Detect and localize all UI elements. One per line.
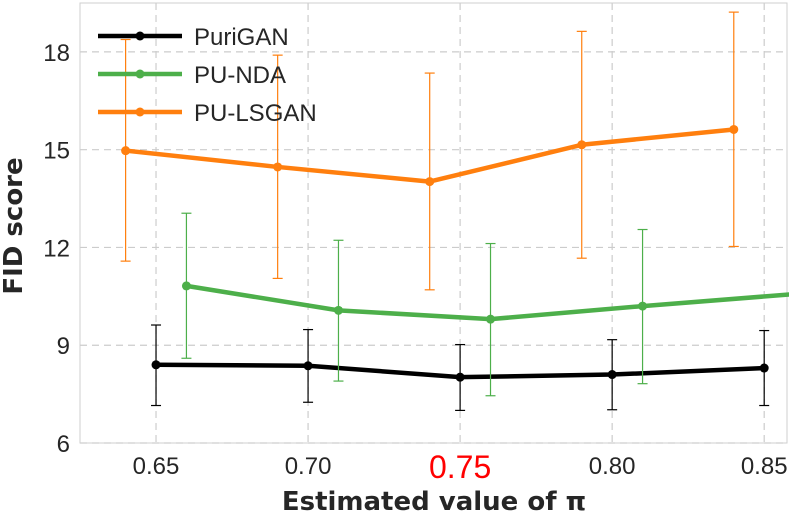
data-point (729, 124, 739, 134)
legend-item: PU-LSGAN (98, 100, 317, 127)
y-tick-label: 9 (57, 333, 70, 360)
series-pu-nda (181, 212, 789, 397)
x-tick-label-highlighted: 0.75 (429, 449, 491, 485)
data-point (425, 177, 435, 187)
x-tick-label: 0.65 (133, 453, 180, 480)
plot-frame (79, 2, 788, 444)
data-point (333, 305, 343, 315)
data-point (151, 360, 161, 370)
legend-label: PuriGAN (194, 24, 289, 51)
legend-label: PU-LSGAN (194, 100, 317, 127)
legend-label: PU-NDA (194, 62, 286, 89)
data-point (455, 372, 465, 382)
data-point (607, 370, 617, 380)
y-axis-label: FID score (0, 157, 29, 294)
data-point (638, 301, 648, 311)
data-point (303, 361, 313, 371)
y-tick-label: 12 (43, 235, 70, 262)
data-point (759, 363, 769, 373)
legend: PuriGAN PU-NDA PU-LSGAN (98, 24, 317, 127)
data-point (121, 146, 131, 156)
legend-marker (135, 69, 145, 79)
y-tick-label: 18 (43, 40, 70, 67)
data-point (577, 140, 587, 150)
y-tick-label: 15 (43, 138, 70, 165)
data-point (273, 162, 283, 172)
series-layer (120, 11, 789, 412)
legend-marker (135, 31, 145, 41)
x-tick-label: 0.80 (589, 453, 636, 480)
data-point (486, 314, 496, 324)
series-purigan (151, 324, 770, 412)
x-tick-label: 0.70 (285, 453, 332, 480)
legend-item: PuriGAN (98, 24, 289, 51)
x-axis-label: Estimated value of π (282, 487, 586, 517)
series-pu-lsgan (120, 11, 739, 291)
series-line (186, 283, 789, 322)
x-tick-labels: 0.65 0.70 0.75 0.80 0.85 (133, 449, 788, 485)
data-point (181, 281, 191, 291)
legend-item: PU-NDA (98, 62, 286, 89)
legend-marker (135, 107, 145, 117)
y-tick-label: 6 (57, 431, 70, 458)
y-tick-labels: 6 9 12 15 18 (43, 40, 70, 458)
x-tick-label: 0.85 (741, 453, 788, 480)
